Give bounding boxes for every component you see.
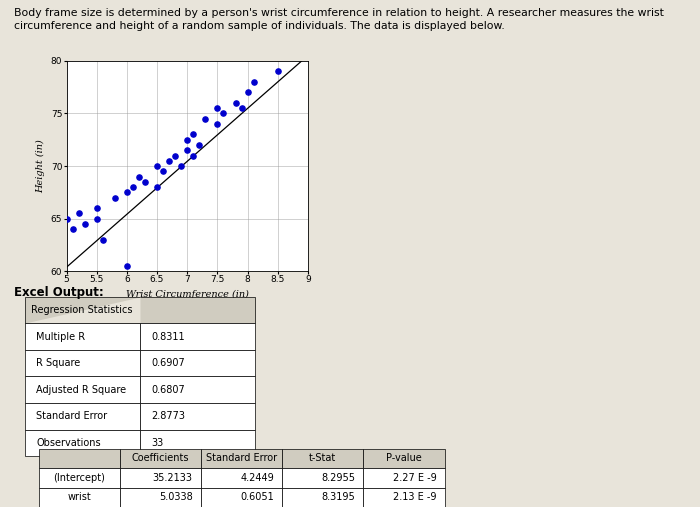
Point <box>133 172 144 180</box>
Point <box>169 152 181 160</box>
Text: Body frame size is determined by a person's wrist circumference in relation to h: Body frame size is determined by a perso… <box>14 8 664 31</box>
Point <box>91 204 102 212</box>
Point <box>61 214 72 223</box>
Point <box>188 130 199 138</box>
Point <box>212 120 223 128</box>
Point <box>127 183 139 191</box>
X-axis label: Wrist Circumference (in): Wrist Circumference (in) <box>126 290 248 299</box>
Point <box>151 162 162 170</box>
Point <box>164 157 175 165</box>
Point <box>97 236 108 244</box>
Point <box>176 162 187 170</box>
Point <box>194 141 205 149</box>
Point <box>109 194 120 202</box>
Point <box>236 104 247 112</box>
Point <box>79 220 90 228</box>
Point <box>121 188 132 196</box>
Point <box>272 67 284 76</box>
Point <box>139 178 150 186</box>
Point <box>181 136 193 144</box>
Point <box>121 262 132 270</box>
Point <box>151 183 162 191</box>
Point <box>181 146 193 154</box>
Point <box>218 110 229 118</box>
Text: Excel Output:: Excel Output: <box>14 286 104 300</box>
Point <box>91 214 102 223</box>
Y-axis label: Height (in): Height (in) <box>36 139 46 193</box>
Point <box>73 209 84 218</box>
Point <box>248 78 259 86</box>
Point <box>67 225 78 233</box>
Point <box>188 152 199 160</box>
Point <box>158 167 169 175</box>
Point <box>242 88 253 96</box>
Point <box>230 99 241 107</box>
Point <box>212 104 223 112</box>
Point <box>199 115 211 123</box>
